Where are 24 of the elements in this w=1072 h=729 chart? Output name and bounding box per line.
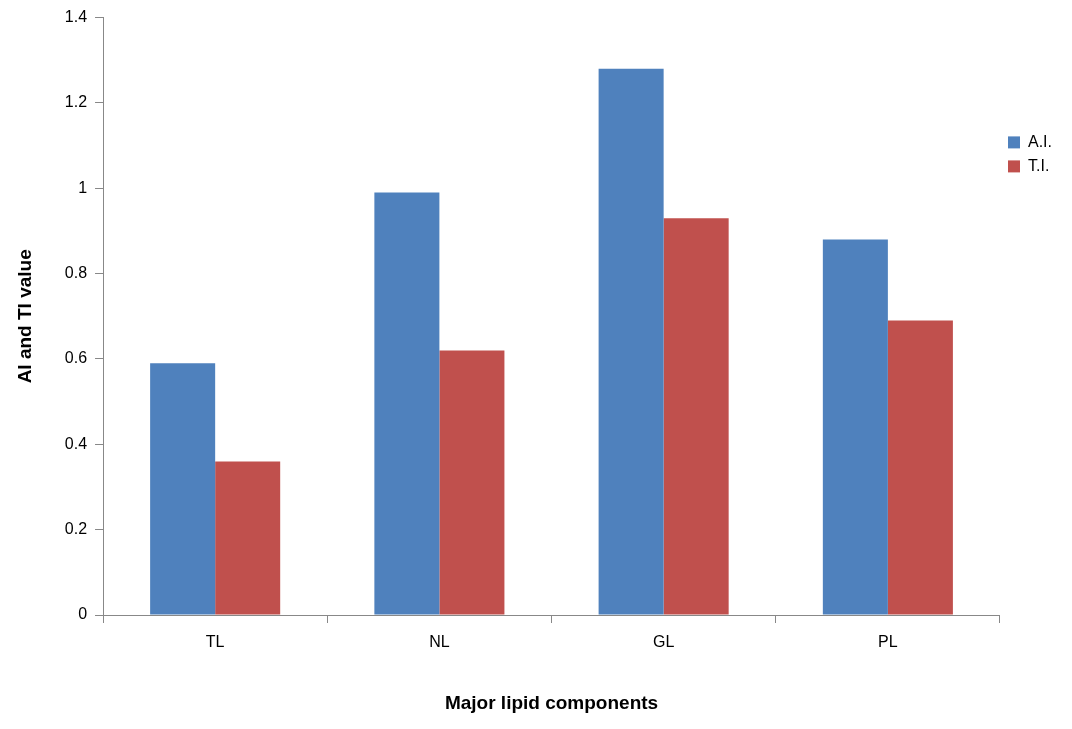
bar	[598, 68, 664, 615]
x-tick-label: NL	[429, 633, 450, 651]
x-tick-label: PL	[878, 633, 898, 651]
y-tick-label: 0.4	[64, 434, 88, 452]
bar	[822, 239, 888, 615]
bar	[663, 218, 729, 615]
x-tick-label: GL	[652, 633, 675, 651]
bar	[439, 350, 505, 615]
bar	[215, 461, 281, 615]
x-tick-label: TL	[205, 633, 225, 651]
x-axis-title: Major lipid components	[444, 691, 659, 713]
y-axis-title: AI and TI value	[13, 249, 35, 384]
y-tick-label: 1	[78, 178, 88, 196]
y-tick-label: 0.6	[64, 349, 88, 367]
y-tick-label: 0.8	[64, 264, 88, 282]
y-tick-label: 0.2	[64, 520, 88, 538]
y-tick-label: 0	[78, 605, 88, 623]
y-tick-label: 1.4	[64, 8, 88, 26]
y-tick-label: 1.2	[64, 93, 88, 111]
legend-label: T.I.	[1027, 156, 1050, 174]
bar	[150, 363, 216, 615]
bar	[887, 320, 953, 615]
legend-label: A.I.	[1027, 132, 1053, 150]
bar	[374, 192, 440, 615]
